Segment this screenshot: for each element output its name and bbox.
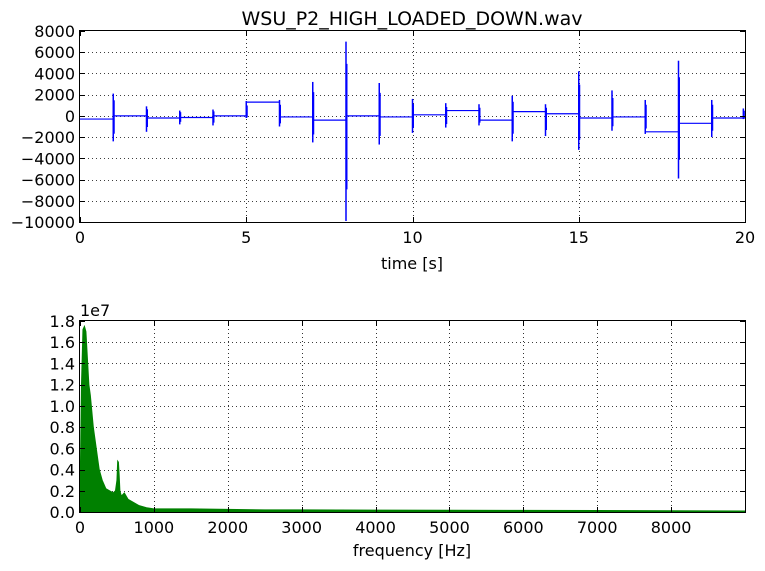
- spectrum-x-ticks: 0 1000 2000 3000 4000 5000 6000 7000 8000: [75, 321, 692, 537]
- x-tick-label: 10: [402, 228, 422, 247]
- y-tick-label: 1.8: [50, 312, 75, 331]
- waveform-x-axis-label: time [s]: [381, 254, 443, 273]
- y-tick-label: 0.0: [50, 503, 75, 522]
- spectrum-chart: 0 1000 2000 3000 4000 5000 6000 7000 8000 0.0 0.2…: [50, 301, 746, 560]
- y-tick-label: 0.4: [50, 461, 75, 480]
- y-tick-label: 1.2: [50, 376, 75, 395]
- waveform-chart: WSU_P2_HIGH_LOADED_DOWN.wav 0 5 10 15 20 −10…: [11, 8, 755, 273]
- y-tick-label: 0: [65, 107, 75, 126]
- waveform-y-ticks: −10000 −8000 −6000 −4000 −2000 0 2000 4000 6000 8…: [11, 22, 745, 232]
- waveform-plot-frame: [79, 30, 746, 223]
- y-tick-label: 6000: [34, 43, 75, 62]
- y-tick-label: 2000: [34, 86, 75, 105]
- spectrum-series: [79, 324, 746, 513]
- spectrum-plot-frame: [79, 320, 746, 513]
- x-tick-label: 7000: [577, 518, 618, 537]
- waveform-x-ticks: 0 5 10 15 20: [75, 31, 755, 247]
- x-tick-label: 0: [75, 518, 85, 537]
- x-tick-label: 6000: [503, 518, 544, 537]
- x-tick-label: 1000: [134, 518, 175, 537]
- spectrum-area: [79, 324, 746, 513]
- y-tick-label: −10000: [11, 213, 75, 232]
- x-tick-label: 0: [75, 228, 85, 247]
- x-tick-label: 4000: [355, 518, 396, 537]
- waveform-title: WSU_P2_HIGH_LOADED_DOWN.wav: [241, 8, 582, 30]
- y-tick-label: 1.4: [50, 354, 75, 373]
- x-tick-label: 15: [569, 228, 589, 247]
- y-tick-label: 0.8: [50, 418, 75, 437]
- spectrum-x-axis-label: frequency [Hz]: [353, 541, 471, 560]
- y-tick-label: −4000: [21, 149, 75, 168]
- y-tick-label: 4000: [34, 64, 75, 83]
- y-tick-label: 0.2: [50, 482, 75, 501]
- y-tick-label: 1.0: [50, 397, 75, 416]
- y-tick-label: 8000: [34, 22, 75, 41]
- y-tick-label: −2000: [21, 128, 75, 147]
- y-tick-label: −6000: [21, 171, 75, 190]
- x-tick-label: 3000: [281, 518, 322, 537]
- x-tick-label: 2000: [207, 518, 248, 537]
- x-tick-label: 5: [241, 228, 251, 247]
- y-tick-label: 1.6: [50, 333, 75, 352]
- x-tick-label: 20: [735, 228, 755, 247]
- y-tick-label: 0.6: [50, 439, 75, 458]
- spectrum-y-ticks: 0.0 0.2 0.4 0.6 0.8 1.0 1.2 1.4 1.6 1.8: [50, 312, 745, 522]
- spectrum-grid: [80, 321, 745, 512]
- waveform-series: [80, 41, 745, 221]
- x-tick-label: 8000: [651, 518, 692, 537]
- y-tick-label: −8000: [21, 192, 75, 211]
- spectrum-y-multiplier: 1e7: [80, 301, 110, 320]
- x-tick-label: 5000: [429, 518, 470, 537]
